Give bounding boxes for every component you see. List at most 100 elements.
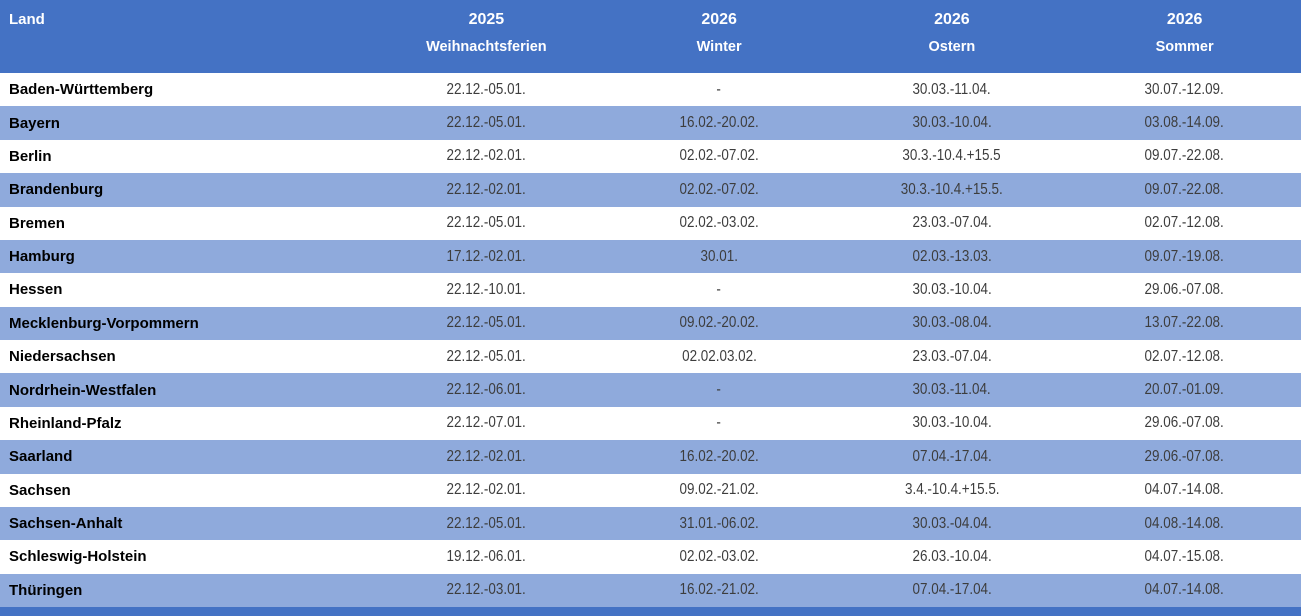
weihnachten-date-cell: 22.12.-05.01. bbox=[370, 515, 603, 533]
land-cell: Brandenburg bbox=[9, 181, 104, 199]
table-row: Bayern 22.12.-05.01. 16.02.-20.02. 30.03.-1… bbox=[0, 106, 1301, 140]
date-range-text: 13.07.-22.08. bbox=[1145, 314, 1225, 332]
date-range-text: 22.12.-05.01. bbox=[446, 214, 526, 232]
weihnachten-date-cell: 22.12.-10.01. bbox=[370, 281, 603, 299]
date-range-text: 30.3.-10.4.+15.5 bbox=[902, 147, 1002, 165]
ostern-date-cell: 23.03.-07.04. bbox=[836, 348, 1069, 366]
date-range-text: 07.04.-17.04. bbox=[912, 447, 992, 465]
date-range-text: 09.07.-22.08. bbox=[1145, 147, 1225, 165]
land-cell: Berlin bbox=[9, 147, 52, 165]
date-range-text: 16.02.-21.02. bbox=[679, 581, 759, 599]
date-range-text: 03.08.-14.09. bbox=[1145, 114, 1225, 132]
date-range-text: 30.03.-10.04. bbox=[912, 280, 992, 298]
weihnachten-date-cell: 22.12.-02.01. bbox=[370, 481, 603, 499]
weihnachten-date-cell: 22.12.-07.01. bbox=[370, 414, 603, 432]
land-cell: Rheinland-Pfalz bbox=[9, 414, 122, 432]
land-cell: Baden-Württemberg bbox=[9, 81, 154, 99]
table-row: Sachsen 22.12.-02.01. 09.02.-21.02. 3.4.-10… bbox=[0, 474, 1301, 507]
land-cell: Saarland bbox=[9, 448, 73, 466]
date-range-text: 02.02.-07.02. bbox=[679, 147, 759, 165]
ostern-date-cell: 30.3.-10.4.+15.5 bbox=[836, 147, 1069, 165]
ostern-date-cell: 30.03.-11.04. bbox=[836, 81, 1069, 99]
sommer-date-cell: 29.06.-07.08. bbox=[1068, 414, 1301, 432]
date-range-text: 30.3.-10.4.+15.5. bbox=[900, 180, 1003, 198]
winter-date-cell: 02.02.03.02. bbox=[603, 348, 836, 366]
winter-date-cell: 30.01. bbox=[603, 248, 836, 266]
weihnachten-date-cell: 22.12.-03.01. bbox=[370, 581, 603, 599]
sommer-date-cell: 02.07.-12.08. bbox=[1068, 214, 1301, 232]
date-range-text: 17.12.-02.01. bbox=[446, 247, 526, 265]
date-range-text: 22.12.-07.01. bbox=[446, 414, 526, 432]
table-row: Rheinland-Pfalz 22.12.-07.01. - 30.03.-10.0… bbox=[0, 407, 1301, 440]
date-range-text: 02.02.-07.02. bbox=[679, 180, 759, 198]
date-range-text: 22.12.-05.01. bbox=[446, 514, 526, 532]
column-season-label: Sommer bbox=[1155, 39, 1214, 55]
date-range-text: 30.03.-10.04. bbox=[912, 114, 992, 132]
sommer-date-cell: 09.07.-22.08. bbox=[1068, 147, 1301, 165]
ostern-date-cell: 30.3.-10.4.+15.5. bbox=[836, 181, 1069, 199]
column-year-label: 2026 bbox=[934, 10, 970, 28]
winter-date-cell: 02.02.-03.02. bbox=[603, 214, 836, 232]
weihnachten-date-cell: 22.12.-02.01. bbox=[370, 181, 603, 199]
winter-date-cell: 02.02.-07.02. bbox=[603, 147, 836, 165]
weihnachten-date-cell: 22.12.-02.01. bbox=[370, 147, 603, 165]
date-range-text: 22.12.-05.01. bbox=[446, 80, 526, 98]
date-range-text: 04.07.-14.08. bbox=[1145, 581, 1225, 599]
ostern-date-cell: 30.03.-10.04. bbox=[836, 281, 1069, 299]
winter-date-cell: 02.02.-03.02. bbox=[603, 548, 836, 566]
sommer-date-cell: 09.07.-22.08. bbox=[1068, 181, 1301, 199]
table-row: Saarland 22.12.-02.01. 16.02.-20.02. 07.04.… bbox=[0, 440, 1301, 474]
winter-date-cell: 16.02.-20.02. bbox=[603, 448, 836, 466]
weihnachten-date-cell: 22.12.-02.01. bbox=[370, 448, 603, 466]
sommer-date-cell: 03.08.-14.09. bbox=[1068, 114, 1301, 132]
date-range-text: 31.01.-06.02. bbox=[679, 514, 759, 532]
land-cell: Schleswig-Holstein bbox=[9, 548, 147, 566]
date-range-text: 22.12.-02.01. bbox=[446, 147, 526, 165]
date-range-text: 22.12.-02.01. bbox=[446, 447, 526, 465]
season-column-header: 2026 Winter bbox=[603, 0, 836, 73]
table-row: Mecklenburg-Vorpommern 22.12.-05.01. 09.02… bbox=[0, 306, 1301, 340]
date-range-text: 30.07.-12.09. bbox=[1145, 80, 1225, 98]
table-row: Hessen 22.12.-10.01. - 30.03.-10.04. 29.06.-… bbox=[0, 273, 1301, 306]
date-range-text: 02.03.-13.03. bbox=[912, 247, 992, 265]
date-range-text: 30.03.-04.04. bbox=[912, 514, 992, 532]
weihnachten-date-cell: 22.12.-06.01. bbox=[370, 381, 603, 399]
column-season-label: Winter bbox=[696, 39, 742, 55]
sommer-date-cell: 09.07.-19.08. bbox=[1068, 248, 1301, 266]
date-range-text: 02.02.-03.02. bbox=[679, 214, 759, 232]
land-cell: Sachsen bbox=[9, 481, 71, 499]
weihnachten-date-cell: 22.12.-05.01. bbox=[370, 314, 603, 332]
table-row: Brandenburg 22.12.-02.01. 02.02.-07.02. 30.… bbox=[0, 173, 1301, 207]
date-range-text: 22.12.-10.01. bbox=[446, 280, 526, 298]
winter-date-cell: - bbox=[603, 281, 836, 299]
sommer-date-cell: 04.07.-15.08. bbox=[1068, 548, 1301, 566]
ostern-date-cell: 30.03.-04.04. bbox=[836, 515, 1069, 533]
land-cell: Bremen bbox=[9, 214, 65, 232]
weihnachten-date-cell: 22.12.-05.01. bbox=[370, 81, 603, 99]
date-range-text: 30.03.-11.04. bbox=[912, 80, 991, 98]
column-season-label: Ostern bbox=[928, 39, 976, 55]
date-range-text: 02.02.-03.02. bbox=[679, 547, 759, 565]
land-cell: Bayern bbox=[9, 114, 60, 132]
column-season-label: Weihnachtsferien bbox=[426, 39, 547, 55]
date-range-text: 22.12.-02.01. bbox=[446, 180, 526, 198]
date-range-text: 29.06.-07.08. bbox=[1145, 280, 1225, 298]
column-year-label: 2026 bbox=[1166, 10, 1203, 28]
table-row: Thüringen 22.12.-03.01. 16.02.-21.02. 07.04… bbox=[0, 573, 1301, 607]
ostern-date-cell: 07.04.-17.04. bbox=[836, 448, 1069, 466]
date-range-text: 30.03.-11.04. bbox=[912, 381, 991, 399]
table-row: Bremen 22.12.-05.01. 02.02.-03.02. 23.03.-0… bbox=[0, 207, 1301, 240]
season-column-header: 2026 Sommer bbox=[1068, 0, 1301, 73]
date-range-text: 30.03.-10.04. bbox=[912, 414, 992, 432]
date-range-text: - bbox=[716, 381, 722, 399]
date-range-text: 09.07.-22.08. bbox=[1145, 180, 1225, 198]
weihnachten-date-cell: 19.12.-06.01. bbox=[370, 548, 603, 566]
date-range-text: 16.02.-20.02. bbox=[679, 114, 759, 132]
date-range-text: 26.03.-10.04. bbox=[912, 547, 992, 565]
land-cell: Nordrhein-Westfalen bbox=[9, 381, 157, 399]
winter-date-cell: 09.02.-20.02. bbox=[603, 314, 836, 332]
land-cell: Niedersachsen bbox=[9, 348, 116, 366]
date-range-text: 02.07.-12.08. bbox=[1145, 347, 1225, 365]
winter-date-cell: - bbox=[603, 414, 836, 432]
weihnachten-date-cell: 22.12.-05.01. bbox=[370, 348, 603, 366]
